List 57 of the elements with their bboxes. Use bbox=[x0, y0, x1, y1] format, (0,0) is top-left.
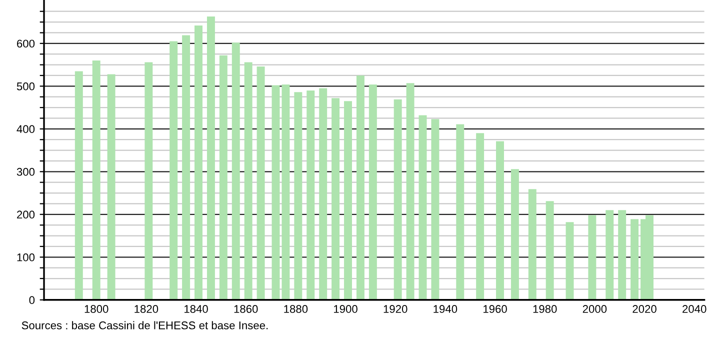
y-tick-label: 300 bbox=[16, 168, 35, 176]
x-tick-label: 1860 bbox=[234, 305, 258, 313]
bar bbox=[496, 141, 504, 300]
bar bbox=[566, 222, 574, 300]
bar bbox=[588, 215, 596, 300]
bar bbox=[394, 99, 402, 300]
bar bbox=[144, 62, 153, 300]
x-tick-label: 1920 bbox=[384, 305, 408, 313]
bar bbox=[244, 62, 252, 300]
bar bbox=[630, 219, 639, 300]
bar bbox=[456, 124, 464, 300]
bar bbox=[74, 71, 83, 300]
x-tick-label: 1980 bbox=[533, 305, 557, 313]
source-note: Sources : base Cassini de l'EHESS et base Insee. bbox=[22, 321, 268, 330]
bar bbox=[356, 75, 364, 300]
x-tick-label: 1800 bbox=[84, 305, 108, 313]
bar bbox=[219, 55, 228, 300]
bar bbox=[476, 133, 484, 300]
bar bbox=[406, 83, 414, 300]
bar bbox=[194, 25, 202, 300]
x-tick-label: 1840 bbox=[184, 305, 208, 313]
bar bbox=[170, 41, 178, 300]
bar bbox=[418, 115, 427, 300]
y-tick-label: 500 bbox=[16, 82, 35, 90]
bar bbox=[368, 84, 377, 300]
x-tick-label: 1940 bbox=[434, 305, 458, 313]
bar bbox=[107, 74, 116, 300]
bar bbox=[306, 90, 315, 300]
x-tick-label: 2040 bbox=[682, 305, 706, 313]
y-tick-label: 200 bbox=[17, 210, 35, 219]
bar bbox=[332, 98, 340, 300]
bar bbox=[344, 101, 352, 300]
x-tick-label: 2020 bbox=[632, 305, 656, 313]
bar bbox=[272, 85, 280, 300]
bar bbox=[92, 60, 100, 300]
x-tick-label: 1960 bbox=[484, 305, 507, 313]
bar bbox=[182, 35, 190, 300]
x-tick-label: 1880 bbox=[284, 305, 308, 313]
x-tick-label: 2000 bbox=[582, 305, 607, 313]
bar bbox=[294, 92, 302, 300]
bar bbox=[618, 210, 626, 300]
bar bbox=[282, 84, 290, 300]
bar bbox=[319, 88, 328, 300]
y-tick-label: 100 bbox=[17, 253, 35, 262]
bar bbox=[431, 119, 440, 300]
x-tick-label: 1900 bbox=[334, 305, 358, 313]
bar bbox=[546, 201, 554, 300]
y-tick-label: 600 bbox=[17, 40, 35, 48]
bar bbox=[528, 189, 536, 300]
bar bbox=[606, 210, 614, 300]
bar bbox=[232, 42, 240, 300]
x-tick-label: 1820 bbox=[134, 305, 158, 313]
bar bbox=[256, 66, 265, 300]
bar bbox=[510, 169, 519, 300]
y-tick-label: 0 bbox=[29, 296, 35, 304]
y-tick-label: 400 bbox=[16, 125, 35, 134]
bar bbox=[206, 16, 215, 300]
